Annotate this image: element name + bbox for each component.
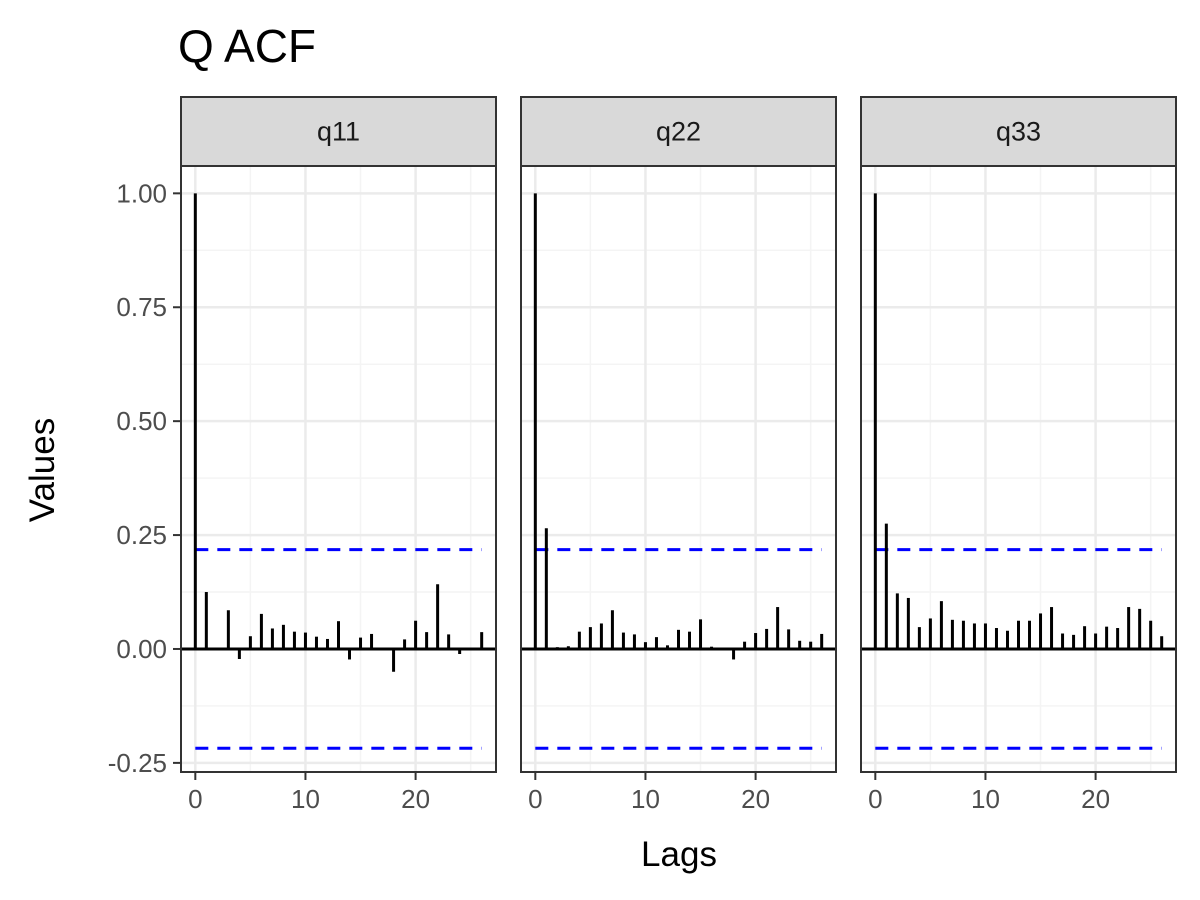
facet-strip [180, 96, 497, 167]
panel-background [861, 166, 1176, 772]
x-tick-label: 20 [1081, 784, 1110, 814]
x-tick-label: 20 [741, 784, 770, 814]
y-tick-label: 1.00 [116, 178, 167, 208]
x-tick-label: 0 [188, 784, 202, 814]
panel-background [521, 166, 836, 772]
x-tick-label: 20 [401, 784, 430, 814]
y-tick-label: 0.25 [116, 520, 167, 550]
x-tick-label: 0 [528, 784, 542, 814]
x-tick-label: 10 [291, 784, 320, 814]
facet-strip-label: q33 [996, 117, 1041, 147]
y-axis-title: Values [23, 418, 62, 522]
facet-q33: q33 0 10 20 [860, 96, 1177, 814]
x-tick-label: 10 [631, 784, 660, 814]
y-tick-label: -0.25 [108, 748, 167, 778]
y-tick-label: 0.75 [116, 292, 167, 322]
y-tick-label: 0.50 [116, 406, 167, 436]
x-tick-label: 0 [868, 784, 882, 814]
x-axis-title: Lags [641, 835, 717, 874]
y-tick-label: 0.00 [116, 634, 167, 664]
x-tick-label: 10 [971, 784, 1000, 814]
facet-strip-label: q22 [656, 117, 701, 147]
facet-strip [860, 96, 1177, 167]
facet-panels: q11 0 10 20 q22 0 10 20 q33 0 10 20 [180, 96, 1177, 814]
panel-background [181, 166, 496, 772]
facet-strip [520, 96, 837, 167]
chart-title: Q ACF [178, 20, 316, 72]
facet-strip-label: q11 [317, 117, 360, 147]
y-axis: -0.25 0.00 0.25 0.50 0.75 1.00 [108, 178, 181, 778]
facet-q22: q22 0 10 20 [520, 96, 837, 814]
facet-q11: q11 0 10 20 [180, 96, 497, 814]
